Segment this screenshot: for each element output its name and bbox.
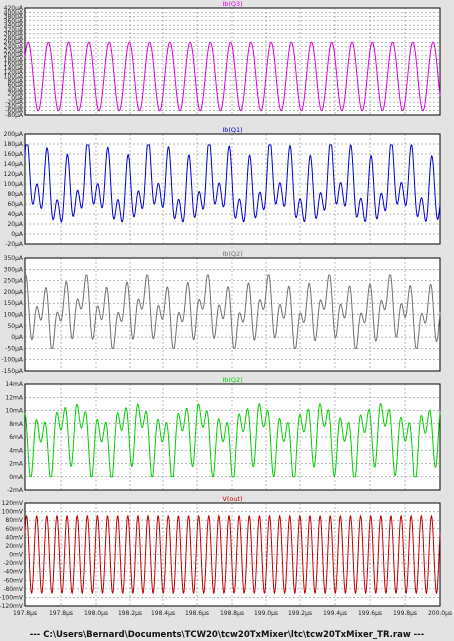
pane-4-ytick-label: 4mA — [9, 447, 24, 454]
pane-2-title: Ib(Q1) — [222, 126, 242, 134]
pane-5-ytick-label: 100mV — [2, 509, 24, 516]
pane-5-ytick-label: -20mV — [3, 560, 24, 567]
pane-4-ytick-label: 2mA — [9, 461, 24, 468]
x-tick-label: 198.8µs — [220, 610, 244, 617]
pane-2-ytick-label: 120µA — [4, 171, 24, 178]
pane-1-ytick-label: 180µA — [4, 56, 24, 63]
pane-5-ytick-label: -100mV — [0, 594, 24, 601]
x-tick-label: 198.4µs — [151, 610, 175, 617]
pane-1-ytick-label: 280µA — [4, 35, 24, 42]
pane-1-ytick-label: 120µA — [4, 69, 24, 76]
pane-5-ytick-label: -40mV — [3, 569, 24, 576]
pane-2-ytick-label: 80µA — [7, 191, 23, 198]
pane-4-trace — [24, 402, 441, 478]
pane-4-ytick-label: 12mA — [5, 394, 23, 401]
pane-5-ytick-label: -60mV — [3, 577, 24, 584]
pane-1-ytick-label: 20µA — [7, 91, 23, 98]
pane-3-trace — [24, 274, 441, 349]
pane-2-ytick-label: 20µA — [7, 221, 23, 228]
pane-5-ytick-label: 20mV — [5, 543, 23, 550]
x-tick-label: 198.2µs — [118, 610, 142, 617]
pane-1-ytick-label: -20µA — [5, 99, 24, 106]
pane-5-ytick-label: 0mV — [9, 552, 24, 559]
pane-2-ytick-label: 0µA — [11, 231, 24, 238]
pane-3-ytick-label: 100µA — [4, 312, 24, 319]
pane-3-ytick-label: 250µA — [4, 278, 24, 285]
pane-4-ytick-label: 6mA — [9, 434, 24, 441]
pane-5-ytick-label: 80mV — [5, 517, 23, 524]
pane-1-ytick-label: 400µA — [4, 9, 24, 16]
raw-file-path: --- C:\Users\Bernard\Documents\TCW20\tcw… — [29, 630, 425, 640]
pane-2-ytick-label: 140µA — [4, 161, 24, 168]
pane-4-title: Ib(Q2) — [222, 376, 242, 384]
pane-4-ytick-label: -2mA — [7, 487, 24, 494]
pane-1-trace — [24, 41, 441, 112]
pane-2-trace — [24, 144, 441, 223]
pane-4-ytick-label: 10mA — [5, 408, 23, 415]
pane-3-ytick-label: 350µA — [4, 255, 24, 262]
pane-2-ytick-label: 180µA — [4, 141, 24, 148]
pane-5-ytick-label: 120mV — [2, 500, 24, 507]
pane-1-ytick-label: 220µA — [4, 48, 24, 55]
pane-1-ytick-label: 60µA — [7, 82, 23, 89]
pane-3-ytick-label: 0µA — [11, 334, 24, 341]
pane-1-ytick-label: 320µA — [4, 26, 24, 33]
pane-1-ytick-label: 200µA — [4, 52, 24, 59]
pane-3-ytick-label: 200µA — [4, 289, 24, 296]
pane-1-ytick-label: 360µA — [4, 18, 24, 25]
x-tick-label: 199.4µs — [323, 610, 347, 617]
x-tick-label: 199.6µs — [358, 610, 382, 617]
pane-1-ytick-label: 40µA — [7, 86, 23, 93]
pane-1-frame — [24, 7, 441, 116]
pane-5-title: V(out) — [222, 495, 242, 503]
pane-5-ytick-label: 40mV — [5, 534, 23, 541]
pane-1-ytick-label: 240µA — [4, 44, 24, 51]
pane-1-title: Ib(Q3) — [222, 0, 242, 8]
pane-1-ytick-label: 80µA — [7, 78, 23, 85]
x-tick-label: 198.6µs — [185, 610, 209, 617]
pane-5-ytick-label: -80mV — [3, 586, 24, 593]
pane-1-ytick-label: 140µA — [4, 65, 24, 72]
pane-4-ytick-label: 8mA — [9, 421, 24, 428]
pane-2-ytick-label: 40µA — [7, 211, 23, 218]
pane-5-trace — [24, 514, 441, 595]
pane-3-ytick-label: 50µA — [7, 323, 23, 330]
pane-3-ytick-label: -150µA — [1, 368, 23, 375]
pane-1-ytick-label: 160µA — [4, 61, 24, 68]
pane-3-ytick-label: 150µA — [4, 300, 24, 307]
pane-1-ytick-label: -80µA — [5, 112, 24, 119]
pane-3-ytick-label: 300µA — [4, 266, 24, 273]
pane-2-ytick-label: 160µA — [4, 151, 24, 158]
pane-3-title: Ib(Q2) — [222, 250, 242, 258]
pane-1-ytick-label: 300µA — [4, 31, 24, 38]
pane-3-ytick-label: -100µA — [1, 357, 23, 364]
pane-5-ytick-label: -120mV — [0, 603, 24, 610]
pane-1-ytick-label: 380µA — [4, 14, 24, 21]
x-tick-label: 199.8µs — [393, 610, 417, 617]
x-tick-label: 199.0µs — [254, 610, 278, 617]
x-tick-label: 197.8µs — [13, 610, 37, 617]
pane-4-ytick-label: 14mA — [5, 381, 23, 388]
x-tick-label: 198.0µs — [84, 610, 108, 617]
pane-1-ytick-label: 420µA — [4, 5, 24, 12]
x-tick-label: 199.2µs — [288, 610, 312, 617]
pane-1-ytick-label: 100µA — [4, 73, 24, 80]
pane-1-ytick-label: -40µA — [5, 103, 24, 110]
pane-3-ytick-label: -50µA — [5, 345, 24, 352]
pane-2-ytick-label: 60µA — [7, 201, 23, 208]
pane-2-ytick-label: 200µA — [4, 131, 24, 138]
x-tick-label: 200.0µs — [428, 610, 452, 617]
pane-2-ytick-label: -20µA — [5, 241, 24, 248]
pane-1-ytick-label: -60µA — [5, 108, 24, 115]
pane-1-ytick-label: 0µA — [11, 95, 24, 102]
pane-1-ytick-label: 340µA — [4, 22, 24, 29]
pane-2-ytick-label: 100µA — [4, 181, 24, 188]
pane-1-ytick-label: 260µA — [4, 39, 24, 46]
pane-5-ytick-label: 60mV — [5, 526, 23, 533]
x-tick-label: 197.8µs — [49, 610, 73, 617]
pane-4-ytick-label: 0mA — [9, 474, 24, 481]
